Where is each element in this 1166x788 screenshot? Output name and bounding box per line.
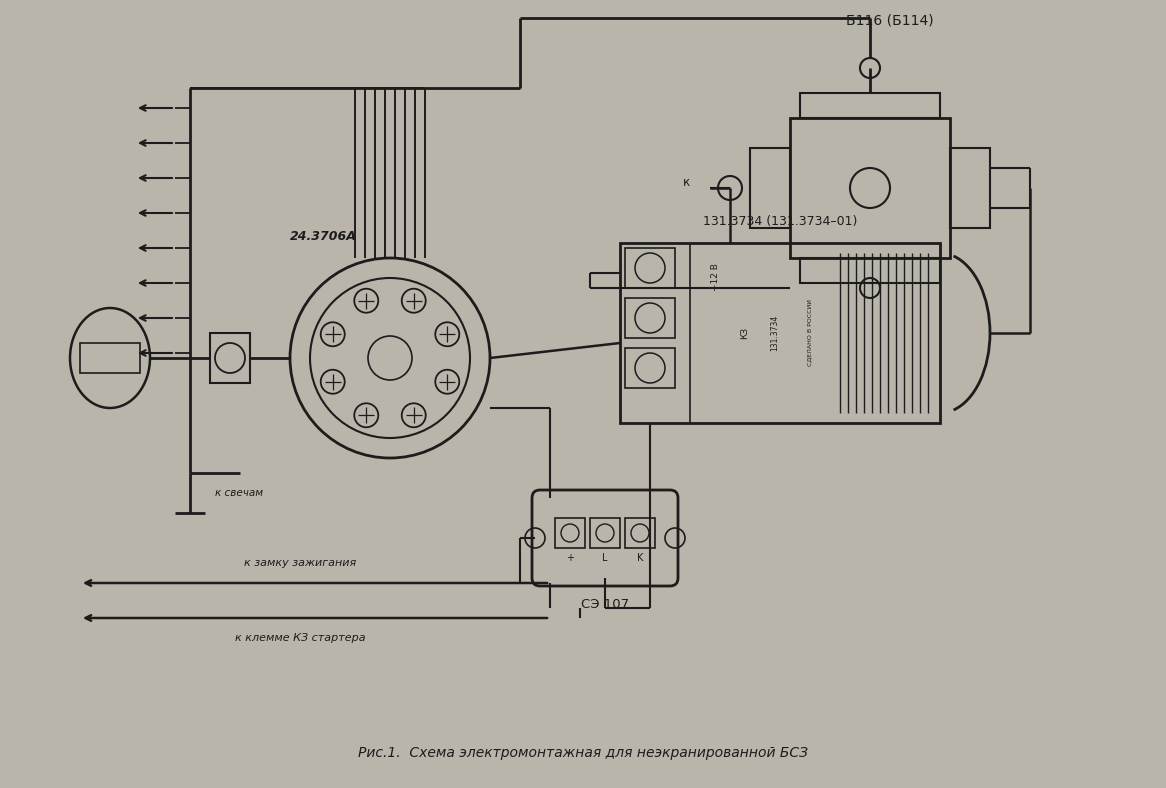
Text: 131.3734 (131.3734–01): 131.3734 (131.3734–01) bbox=[703, 215, 857, 228]
Text: 24.3706А: 24.3706А bbox=[290, 230, 357, 243]
Text: Рис.1.  Схема электромонтажная для неэкранированной БСЗ: Рис.1. Схема электромонтажная для неэкра… bbox=[358, 746, 808, 760]
Bar bbox=[750, 148, 791, 228]
Text: Б116 (Б114): Б116 (Б114) bbox=[847, 14, 934, 28]
Text: +: + bbox=[566, 553, 574, 563]
Bar bbox=[80, 343, 140, 373]
Bar bbox=[625, 518, 655, 548]
Text: к замку зажигания: к замку зажигания bbox=[244, 558, 356, 568]
Bar bbox=[800, 258, 940, 283]
Text: K: K bbox=[637, 553, 644, 563]
Text: СДЕЛАНО В РОССИИ: СДЕЛАНО В РОССИИ bbox=[808, 299, 813, 366]
Bar bbox=[590, 518, 620, 548]
Text: L: L bbox=[603, 553, 607, 563]
Text: к свечам: к свечам bbox=[215, 488, 264, 498]
Text: СЭ 107: СЭ 107 bbox=[581, 598, 630, 611]
Bar bbox=[800, 93, 940, 118]
Bar bbox=[950, 148, 990, 228]
Bar bbox=[620, 243, 940, 423]
Bar bbox=[210, 333, 250, 383]
Text: 131.3734: 131.3734 bbox=[771, 315, 780, 351]
Bar bbox=[791, 118, 950, 258]
Bar bbox=[625, 298, 675, 338]
Bar bbox=[555, 518, 585, 548]
Text: к: к bbox=[683, 177, 690, 189]
Bar bbox=[625, 348, 675, 388]
Text: +12 В: +12 В bbox=[710, 263, 719, 291]
Text: к клемме КЗ стартера: к клемме КЗ стартера bbox=[234, 633, 365, 643]
Bar bbox=[625, 248, 675, 288]
Text: КЗ: КЗ bbox=[740, 327, 750, 339]
